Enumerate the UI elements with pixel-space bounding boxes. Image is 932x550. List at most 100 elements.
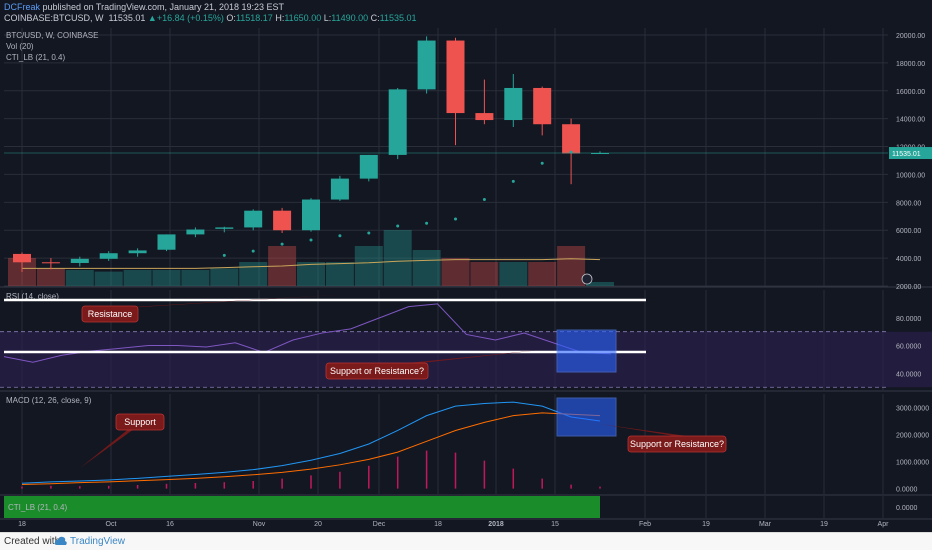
last-price-badge [889,147,932,160]
candle-body [591,153,609,155]
cti-dot [251,249,255,253]
support-callout-box [115,413,165,431]
cti-dot [425,221,429,225]
open-value: 11518.17 [235,13,273,23]
created-with: Created with [4,536,61,547]
x-axis-tick: Mar [759,521,772,528]
volume-bar [586,282,614,286]
price-axis-tick: 20000.00 [896,33,925,40]
x-axis-tick: Nov [253,521,266,528]
footer: Created with TradingView [0,532,932,550]
volume-bar [65,270,94,286]
price-axis-tick: 10000.00 [896,172,925,179]
macd-axis-tick: 3000.0000 [896,406,929,413]
volume-bar [499,262,528,286]
high-value: 11650.00 [284,13,322,23]
macd-question-callout-pointer [600,424,702,438]
candle-body [13,253,31,263]
price-axis-tick: 18000.00 [896,61,925,68]
volume-bar [36,268,65,286]
resistance-callout-box [81,305,139,323]
close-label: C: [370,13,380,23]
highlight-box [556,329,617,373]
rsi-question-callout-pointer [387,350,540,365]
x-axis-tick: 20 [314,521,322,528]
cti-dot [280,242,284,246]
price-axis-tick: 14000.00 [896,117,925,124]
support-callout-label: Support [124,417,156,427]
volume-bar [297,262,325,286]
signal-line [21,412,601,486]
cti-dot [482,198,486,202]
cti-dot [222,253,226,257]
close-value: 11535.01 [379,13,417,23]
candle-body [504,87,523,121]
price-axis-tick: 2000.00 [896,284,921,291]
volume-bar [123,270,152,286]
tradingview-brand[interactable]: TradingView [70,536,126,547]
candle-body [41,262,60,264]
rsi-line [3,303,611,363]
volume-bar [412,250,441,286]
candle-body [475,113,494,121]
candle-body [99,253,118,259]
author-link[interactable]: DCFreak [4,2,41,12]
candle-body [562,124,581,154]
price-axis-tick: 4000.00 [896,256,921,263]
cti-dot [367,231,371,235]
candle-body [186,229,205,235]
candle-body [330,178,349,200]
x-axis-tick: Oct [106,521,117,528]
tradingview-cloud-icon [54,536,67,545]
cti-axis-tick: 0.0000 [896,505,918,512]
candle-body [302,199,320,231]
header: DCFreak published on TradingView.com, Ja… [0,0,932,24]
candle-body [70,258,89,263]
flag-icon [581,273,593,285]
x-axis-tick: Dec [373,521,386,528]
x-axis-tick: 15 [551,521,559,528]
chart-area[interactable]: 20000.0018000.0016000.0014000.0012000.00… [0,24,932,532]
change-arrow-icon: ▲ [147,13,157,23]
volume-bar [528,262,557,286]
candle-body [157,234,176,250]
candle-body [215,227,234,229]
candle-body [244,210,263,228]
candle-body [533,87,552,125]
x-axis-tick: Feb [639,521,651,528]
x-axis-tick: 18 [434,521,442,528]
rsi-question-callout-box [325,362,429,380]
cti-dot [540,161,544,165]
x-axis-tick: 18 [18,521,26,528]
volume-bar [152,270,181,286]
chart-svg[interactable]: 20000.0018000.0016000.0014000.0012000.00… [0,24,932,532]
x-axis-tick: 19 [820,521,828,528]
candle-body [359,154,378,179]
symbol: COINBASE:BTCUSD, W [4,13,104,23]
price-legend-item: BTC/USD, W, COINBASE [6,31,98,40]
low-value: 11490.00 [331,13,369,23]
candle-body [446,40,465,114]
volume-bar [94,271,123,286]
rsi-axis-tick: 40.0000 [896,371,921,378]
rsi-axis-tick: 80.0000 [896,316,921,323]
candle-body [273,210,292,231]
macd-axis-tick: 0.0000 [896,487,918,494]
volume-bar [239,262,268,286]
rsi-question-callout-label: Support or Resistance? [330,366,424,376]
low-label: L: [323,13,332,23]
macd-axis-tick: 2000.0000 [896,433,929,440]
cti-dot [511,179,515,183]
macd-question-callout-box [627,435,727,453]
candle-body [128,250,147,254]
x-axis-tick: 19 [702,521,710,528]
resistance-callout-pointer [115,294,350,308]
price-axis-tick: 16000.00 [896,89,925,96]
rsi-legend: RSI (14, close) [6,292,59,301]
volume-bar [325,262,354,286]
price-legend-item: Vol (20) [6,42,34,51]
cti-dot [454,217,457,221]
x-axis-tick: 2018 [488,521,504,528]
price-axis-tick: 6000.00 [896,228,921,235]
volume-bar [210,268,239,286]
